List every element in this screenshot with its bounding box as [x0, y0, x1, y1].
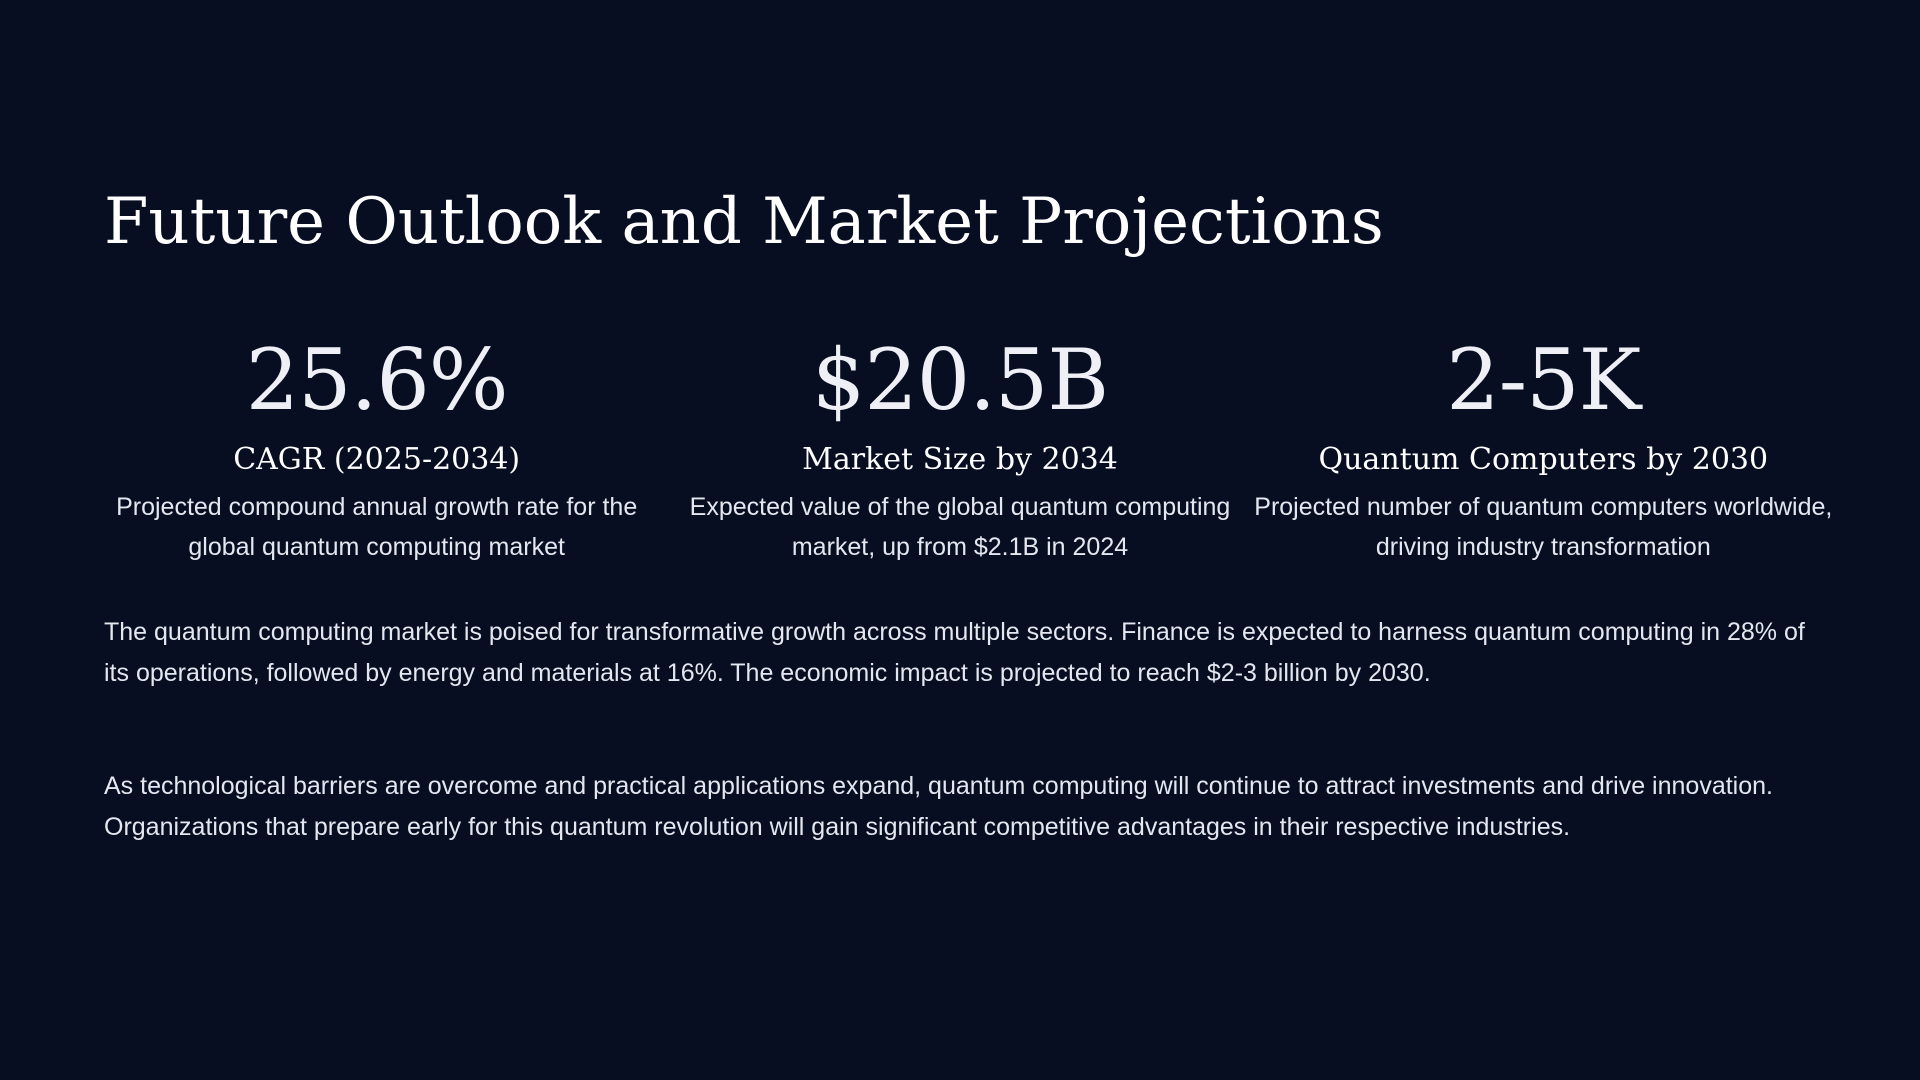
stat-label: Quantum Computers by 2030	[1318, 442, 1769, 477]
stat-value: $20.5B	[811, 331, 1109, 429]
stat-value: 2-5K	[1446, 331, 1641, 429]
stats-row: 25.6% CAGR (2025-2034) Projected compoun…	[85, 330, 1835, 567]
stat-label: Market Size by 2034	[802, 442, 1118, 477]
stat-value: 25.6%	[245, 331, 509, 429]
body-paragraph-outlook: As technological barriers are overcome a…	[104, 772, 1773, 841]
stat-description: Expected value of the global quantum com…	[689, 493, 1231, 561]
body-paragraph-market-growth: The quantum computing market is poised f…	[104, 618, 1805, 687]
stat-description: Projected number of quantum computers wo…	[1254, 493, 1833, 561]
stat-label: CAGR (2025-2034)	[233, 442, 521, 477]
stat-quantum-computers: 2-5K Quantum Computers by 2030 Projected…	[1252, 330, 1835, 567]
slide-title: Future Outlook and Market Projections	[104, 185, 1384, 259]
stat-market-size: $20.5B Market Size by 2034 Expected valu…	[668, 330, 1251, 567]
stat-description: Projected compound annual growth rate fo…	[116, 493, 638, 561]
stat-cagr: 25.6% CAGR (2025-2034) Projected compoun…	[85, 330, 668, 567]
